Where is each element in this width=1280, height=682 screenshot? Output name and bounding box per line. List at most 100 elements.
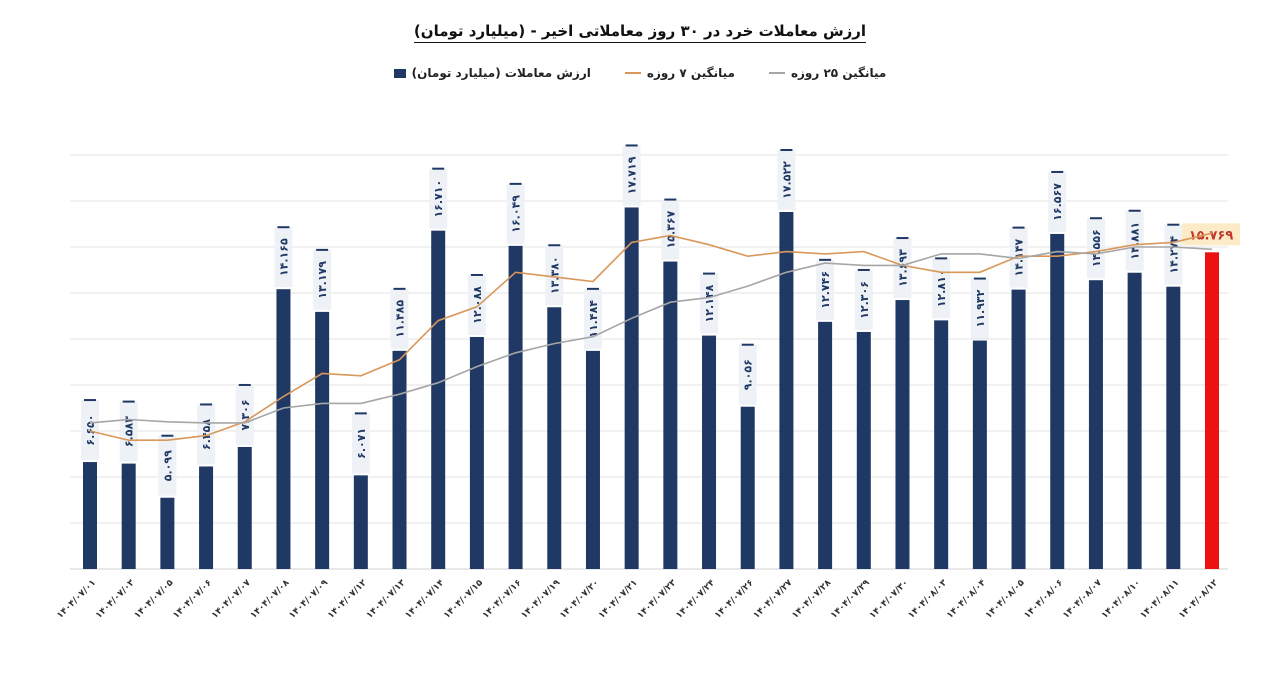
data-label-box [816,259,835,320]
data-label-tick [780,148,793,151]
bar [392,350,407,569]
data-label-tick [973,277,986,280]
bar [702,335,717,569]
data-label-box [932,258,951,319]
legend-item-ma7: میانگین ۷ روزه [624,66,735,80]
data-label-tick [664,198,677,201]
bar [276,289,291,569]
data-label: ۱۲.۱۴۸ [703,284,716,322]
data-label-box [158,435,177,496]
bar [1088,280,1103,569]
legend-swatch-ma25 [768,72,785,74]
x-tick-label: ۱۴۰۴/۰۷/۱۴ [404,578,447,621]
x-tick-label: ۱۴۰۴/۰۷/۲۷ [752,578,795,621]
legend-label-ma25: میانگین ۲۵ روزه [790,66,887,80]
legend-swatch-value [393,68,406,78]
data-label-tick [625,144,638,147]
bar [585,350,600,569]
data-label-tick [741,343,754,346]
x-tick-label: ۱۴۰۴/۰۷/۰۵ [133,578,176,621]
x-tick-label: ۱۴۰۴/۰۸/۱۱ [1139,578,1182,621]
x-tick-label: ۱۴۰۴/۰۸/۰۴ [945,578,988,621]
data-label-tick [200,403,213,406]
data-label: ۱۵.۳۶۷ [664,210,677,248]
data-label: ۱۶.۷۱۰ [432,180,445,218]
data-label: ۱۱.۴۸۵ [394,300,407,338]
legend-label-ma7: میانگین ۷ روزه [646,66,735,80]
bar [663,261,678,569]
x-tick-label: ۱۴۰۴/۰۷/۱۹ [520,578,563,621]
bar [972,340,987,569]
data-label-box [119,401,138,462]
bar [237,446,252,569]
data-label-tick [1051,170,1064,173]
data-label: ۱۳.۶۹۳ [896,249,909,287]
x-tick-label: ۱۴۰۴/۰۸/۰۵ [984,578,1027,621]
bar [1050,233,1065,570]
legend-swatch-ma7 [624,72,641,74]
data-label-tick [703,272,716,275]
data-label-box [506,183,525,244]
data-label: ۱۱.۹۳۲ [974,289,987,327]
data-label: ۱۷.۵۲۲ [780,161,793,199]
x-tick-label: ۱۴۰۴/۰۷/۰۸ [249,578,292,621]
data-label: ۱۲.۷۴۶ [819,271,832,309]
legend-item-value: ارزش معاملات (میلیارد تومان) [393,66,591,80]
bar [353,475,368,569]
data-label-box [351,413,370,474]
bar [1166,286,1181,569]
x-tick-label: ۱۴۰۴/۰۷/۲۰ [558,578,601,621]
x-tick-label: ۱۴۰۴/۰۷/۲۸ [790,578,833,621]
data-label: ۱۲.۸۱۰ [935,269,948,307]
chart-title-text: ارزش معاملات خرد در ۳۰ روز معاملاتی اخیر… [413,22,867,43]
x-tick-label: ۱۴۰۴/۰۸/۰۷ [1061,578,1104,621]
data-label-tick [896,237,909,240]
data-label-tick [354,412,367,415]
data-label: ۶.۶۵۰ [84,415,97,446]
bar [83,462,97,569]
bar [160,497,175,569]
x-tick-label: ۱۴۰۴/۰۷/۲۶ [713,578,756,621]
x-tick-label: ۱۴۰۴/۰۷/۰۶ [171,578,214,621]
x-tick-label: ۱۴۰۴/۰۸/۰۶ [1023,578,1066,621]
x-tick-label: ۱۴۰۴/۰۷/۲۴ [674,578,717,621]
data-label-tick [84,399,96,402]
data-label-tick [470,273,483,276]
bar [934,320,949,569]
data-label-box [1086,218,1105,279]
data-label: ۱۴.۲۷۴ [1167,236,1180,274]
data-label: ۱۶.۰۴۹ [510,195,523,233]
data-label-box [545,245,564,306]
data-label-box [970,278,989,339]
bar [431,230,446,570]
data-label-box [738,344,757,405]
data-label: ۹.۰۵۶ [742,359,755,390]
x-tick-label: ۱۴۰۴/۰۸/۱۲ [1177,578,1220,621]
data-label-tick [586,287,599,290]
data-label-tick [238,383,251,386]
bar [818,321,833,569]
legend: میانگین ۲۵ روزه میانگین ۷ روزه ارزش معام… [0,66,1280,80]
data-label-box [661,199,680,260]
bar [1205,252,1219,570]
data-label-box [235,384,254,445]
data-label: ۶.۰۷۱ [355,428,368,459]
data-label-box [1164,224,1183,285]
data-label-box [893,238,912,299]
data-label-box [313,249,332,310]
data-label: ۱۲.۳۰۶ [858,281,871,319]
data-label-box [81,400,99,461]
data-label-box [1009,227,1028,288]
x-tick-label: ۱۴۰۴/۰۷/۰۹ [287,578,330,621]
x-tick-label: ۱۴۰۴/۰۷/۰۱ [55,578,98,621]
bar [1127,272,1142,569]
bar [315,311,330,569]
data-label: ۱۱.۴۸۴ [587,300,600,338]
x-tick-label: ۱۴۰۴/۰۷/۲۳ [636,578,679,621]
data-label-tick [161,434,174,437]
data-label-tick [316,248,329,251]
x-tick-label: ۱۴۰۴/۰۷/۱۳ [365,578,408,621]
data-label: ۱۴.۸۸۱ [1129,222,1142,260]
data-label-box [274,227,293,288]
